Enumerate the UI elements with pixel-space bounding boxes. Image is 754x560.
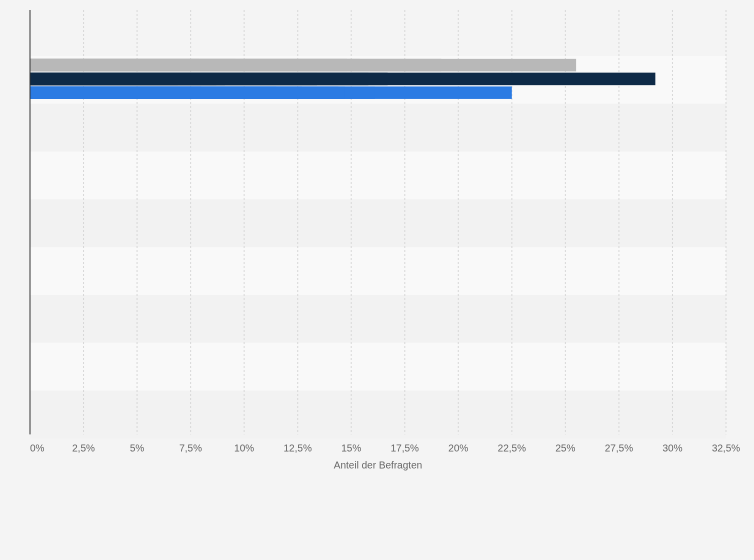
row-band [30, 390, 726, 439]
bar[interactable] [30, 58, 577, 72]
x-tick-label: 20% [448, 443, 468, 454]
row-band [30, 151, 726, 200]
row-band [30, 295, 726, 343]
x-tick-label: 15% [341, 443, 361, 454]
row-band [30, 199, 726, 248]
x-tick-label: 0% [30, 443, 45, 454]
x-tick-label: 27,5% [605, 443, 633, 454]
x-axis-title: Anteil der Befragten [334, 460, 422, 471]
x-tick-label: 12,5% [284, 443, 312, 454]
x-tick-label: 7,5% [179, 443, 202, 454]
bars [30, 58, 656, 99]
x-tick-label: 25% [555, 443, 575, 454]
bar[interactable] [30, 86, 345, 99]
x-tick-label: 5% [130, 443, 145, 454]
x-tick-label: 10% [234, 443, 254, 454]
x-axis-ticks: 0% 2,5% 5% 7,5% 10% 12,5% 15% 17,5% 20% 22,5% 25% 2… [30, 443, 740, 454]
bar[interactable] [30, 72, 656, 86]
x-tick-label: 30% [662, 443, 682, 454]
row-band [30, 342, 726, 391]
row-band [30, 247, 726, 295]
gridlines [83, 10, 727, 435]
row-bands [30, 56, 726, 439]
bar[interactable] [30, 86, 32, 99]
bar[interactable] [30, 72, 32, 86]
row-band [30, 103, 726, 152]
x-tick-label: 32,5% [712, 443, 740, 454]
x-tick-label: 22,5% [498, 443, 526, 454]
x-tick-label: 2,5% [72, 443, 95, 454]
bar[interactable] [30, 58, 32, 72]
x-tick-label: 17,5% [391, 443, 419, 454]
